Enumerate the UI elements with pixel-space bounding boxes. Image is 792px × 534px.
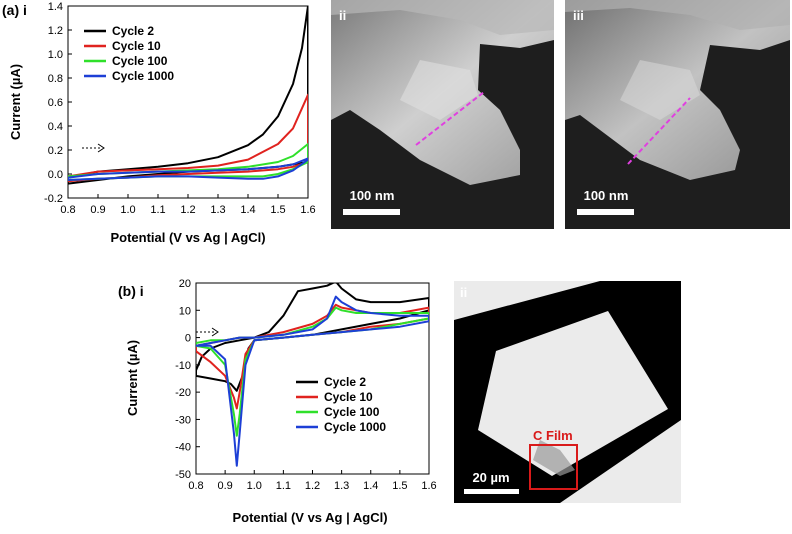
x-tick-label: 0.8 — [60, 204, 75, 216]
micrograph-a-ii: ii 100 nm — [331, 0, 554, 229]
y-tick-label: 1.0 — [48, 49, 63, 61]
guide-line-a-ii — [415, 91, 485, 146]
chart-a-xlabel: Potential (V vs Ag | AgCl) — [110, 230, 265, 245]
x-tick-label: 1.5 — [392, 480, 407, 492]
grid-window — [478, 311, 668, 476]
x-tick-label: 1.2 — [180, 204, 195, 216]
chart-a-ylabel: Current (µA) — [8, 64, 23, 140]
guide-line-a-iii — [627, 97, 691, 165]
micrograph-a-iii: iii 100 nm — [565, 0, 790, 229]
micrograph-b-ii-scalebar-text: 20 µm — [472, 470, 509, 485]
legend-label: Cycle 2 — [112, 24, 154, 38]
series-line-cycle-1000 — [68, 157, 308, 181]
series-line-cycle-2 — [68, 6, 308, 185]
x-tick-label: 0.8 — [188, 480, 203, 492]
series-line-cycle-10 — [196, 303, 429, 410]
chart-a-scan-arrow — [82, 143, 105, 153]
c-film-label: C Film — [533, 428, 573, 443]
x-tick-label: 0.9 — [217, 480, 232, 492]
series-line-cycle-2 — [196, 283, 429, 392]
legend-label: Cycle 1000 — [112, 69, 174, 83]
panel-b-label: (b) i — [118, 283, 144, 299]
series-line-cycle-1000 — [196, 295, 429, 467]
micrograph-a-ii-label: ii — [339, 8, 346, 23]
chart-b: 0.8 0.9 1.0 1.1 1.2 1.3 1.4 1.5 1.6 20 10 0 -10 -20 -3… — [125, 278, 437, 525]
y-tick-label: -40 — [175, 442, 191, 454]
x-tick-label: 1.6 — [421, 480, 436, 492]
micrograph-a-ii-scalebar-text: 100 nm — [350, 188, 395, 203]
legend-label: Cycle 10 — [112, 39, 161, 53]
chart-b-ticks: 0.8 0.9 1.0 1.1 1.2 1.3 1.4 1.5 1.6 20 10 0 -10 -20 -3… — [175, 278, 437, 492]
x-tick-label: 1.6 — [300, 204, 315, 216]
y-tick-label: -30 — [175, 414, 191, 426]
x-tick-label: 1.3 — [334, 480, 349, 492]
x-tick-label: 1.0 — [247, 480, 262, 492]
y-tick-label: 20 — [179, 278, 191, 290]
x-tick-label: 1.1 — [276, 480, 291, 492]
y-tick-label: 10 — [179, 305, 191, 317]
y-tick-label: 0.4 — [48, 121, 63, 133]
chart-b-scan-arrow — [196, 327, 219, 337]
x-tick-label: 1.3 — [210, 204, 225, 216]
chart-a-series — [68, 6, 308, 185]
x-tick-label: 1.1 — [150, 204, 165, 216]
micrograph-a-iii-label: iii — [573, 8, 584, 23]
micrograph-a-ii-scalebar — [343, 209, 400, 215]
legend-label: Cycle 2 — [324, 375, 366, 389]
y-tick-label: -20 — [175, 387, 191, 399]
micrograph-b-ii-scalebar — [464, 489, 519, 494]
x-tick-label: 1.2 — [305, 480, 320, 492]
micrograph-a-iii-scalebar-text: 100 nm — [584, 188, 629, 203]
x-tick-label: 1.4 — [240, 204, 255, 216]
micrograph-b-ii: C Film ii 20 µm — [454, 281, 681, 503]
y-tick-label: 0.2 — [48, 145, 63, 157]
chart-a-ticks: 0.8 0.9 1.0 1.1 1.2 1.3 1.4 1.5 1.6 -0.2 0.0 0.2 0.4… — [44, 1, 316, 216]
chart-a: 0.8 0.9 1.0 1.1 1.2 1.3 1.4 1.5 1.6 -0.2 0.0 0.2 0.4… — [8, 1, 316, 245]
x-tick-label: 1.4 — [363, 480, 378, 492]
y-tick-label: 1.4 — [48, 1, 63, 13]
y-tick-label: -0.2 — [44, 193, 63, 205]
y-tick-label: 0.0 — [48, 169, 63, 181]
y-tick-label: 0.6 — [48, 97, 63, 109]
c-film-box — [529, 444, 578, 490]
y-tick-label: 0 — [185, 333, 191, 345]
chart-b-frame — [195, 282, 430, 475]
y-tick-label: 1.2 — [48, 25, 63, 37]
y-tick-label: 0.8 — [48, 73, 63, 85]
x-tick-label: 1.5 — [270, 204, 285, 216]
panel-a-label: (a) i — [2, 2, 27, 18]
legend-label: Cycle 100 — [112, 54, 168, 68]
chart-b-series — [196, 283, 429, 467]
chart-b-xlabel: Potential (V vs Ag | AgCl) — [232, 510, 387, 525]
micrograph-a-iii-scalebar — [577, 209, 634, 215]
legend-label: Cycle 1000 — [324, 420, 386, 434]
y-tick-label: -10 — [175, 360, 191, 372]
x-tick-label: 0.9 — [90, 204, 105, 216]
legend-label: Cycle 10 — [324, 390, 373, 404]
x-tick-label: 1.0 — [120, 204, 135, 216]
y-tick-label: -50 — [175, 469, 191, 481]
micrograph-b-ii-label: ii — [460, 285, 467, 300]
legend-label: Cycle 100 — [324, 405, 380, 419]
chart-b-ylabel: Current (µA) — [125, 340, 140, 416]
